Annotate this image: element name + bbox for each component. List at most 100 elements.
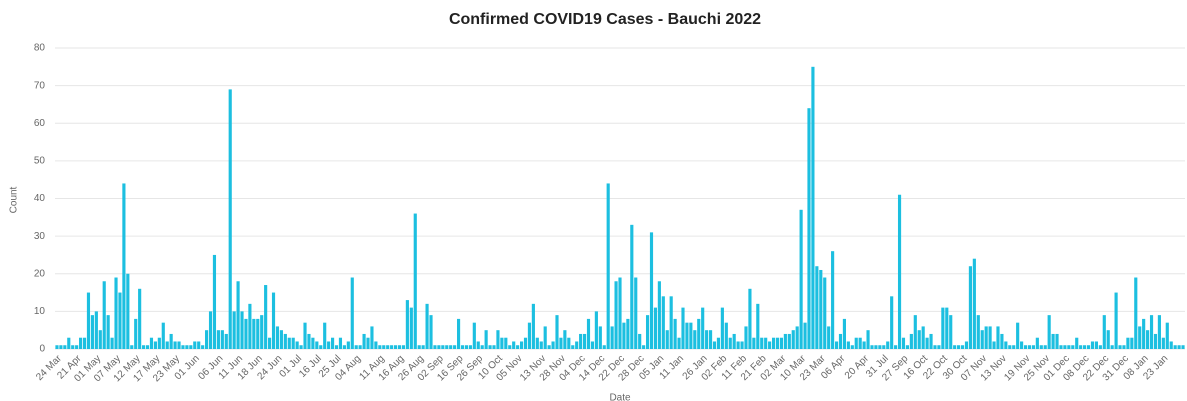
bar bbox=[504, 337, 508, 349]
bar bbox=[287, 337, 291, 349]
bar bbox=[957, 345, 961, 349]
bar bbox=[177, 341, 181, 349]
bar bbox=[831, 251, 835, 349]
bar bbox=[445, 345, 449, 349]
bar bbox=[988, 326, 992, 349]
y-tick-label: 60 bbox=[34, 118, 46, 129]
bar bbox=[724, 322, 728, 349]
bar bbox=[492, 345, 496, 349]
bar bbox=[169, 333, 173, 349]
bar bbox=[996, 326, 1000, 349]
bar bbox=[264, 285, 268, 349]
bar bbox=[90, 315, 94, 349]
bar bbox=[901, 337, 906, 349]
bar bbox=[586, 318, 591, 349]
bar bbox=[362, 333, 366, 349]
bar bbox=[862, 341, 866, 349]
bar bbox=[248, 303, 252, 349]
bar bbox=[1134, 277, 1138, 349]
bar bbox=[67, 337, 71, 349]
bar bbox=[1027, 345, 1032, 349]
bar bbox=[1000, 333, 1004, 349]
bar bbox=[819, 269, 823, 349]
bar bbox=[366, 337, 370, 349]
bar bbox=[496, 330, 500, 349]
bar bbox=[142, 345, 146, 349]
bar bbox=[271, 292, 276, 349]
bar bbox=[712, 341, 717, 349]
bar bbox=[240, 311, 244, 349]
bar bbox=[1161, 337, 1165, 349]
bar bbox=[1114, 292, 1118, 349]
bar bbox=[669, 296, 673, 349]
bar bbox=[256, 318, 260, 349]
bar bbox=[645, 315, 650, 349]
bar bbox=[842, 318, 846, 349]
bar bbox=[779, 337, 784, 349]
bar bbox=[634, 277, 638, 349]
bar bbox=[720, 307, 724, 349]
bar bbox=[579, 333, 583, 349]
bar bbox=[1039, 345, 1043, 349]
bar bbox=[1102, 315, 1106, 349]
bar bbox=[149, 337, 154, 349]
bar bbox=[716, 337, 721, 349]
bar bbox=[1126, 337, 1130, 349]
bar bbox=[748, 288, 752, 349]
bar bbox=[882, 345, 886, 349]
bar bbox=[736, 341, 740, 349]
bar bbox=[59, 345, 63, 349]
bar bbox=[535, 337, 539, 349]
bar bbox=[1035, 337, 1039, 349]
bar bbox=[1075, 337, 1079, 349]
bar bbox=[1157, 315, 1161, 349]
bar bbox=[315, 341, 319, 349]
bar bbox=[409, 307, 413, 349]
bar bbox=[744, 326, 748, 349]
bar bbox=[913, 315, 917, 349]
bar bbox=[894, 345, 898, 349]
bar bbox=[145, 345, 150, 349]
bar bbox=[1083, 345, 1087, 349]
bar bbox=[559, 337, 563, 349]
bar bbox=[236, 281, 240, 349]
bar bbox=[1106, 330, 1110, 349]
bar bbox=[622, 322, 626, 349]
bar bbox=[334, 345, 339, 349]
x-axis-label: Date bbox=[609, 393, 631, 401]
bar bbox=[614, 281, 618, 349]
bar bbox=[437, 345, 441, 349]
bar bbox=[921, 326, 925, 349]
bar bbox=[697, 318, 701, 349]
bar bbox=[1138, 326, 1142, 349]
bar bbox=[708, 330, 713, 349]
bar bbox=[610, 326, 614, 349]
bar bbox=[854, 337, 858, 349]
bar bbox=[338, 337, 343, 349]
bar bbox=[1110, 345, 1114, 349]
bar bbox=[173, 341, 177, 349]
bar bbox=[1012, 345, 1016, 349]
bar bbox=[484, 330, 488, 349]
bar bbox=[181, 345, 185, 349]
bar bbox=[197, 341, 201, 349]
bar bbox=[945, 307, 949, 349]
bar bbox=[1004, 341, 1008, 349]
bar bbox=[71, 345, 75, 349]
bar bbox=[283, 333, 287, 349]
bar bbox=[626, 318, 630, 349]
bar bbox=[425, 303, 429, 349]
bar bbox=[598, 326, 602, 349]
bar bbox=[681, 307, 685, 349]
bar bbox=[803, 322, 807, 349]
bar bbox=[878, 345, 882, 349]
bar bbox=[1169, 341, 1173, 349]
bar bbox=[370, 326, 374, 349]
bar bbox=[775, 337, 780, 349]
bar bbox=[850, 345, 854, 349]
bar bbox=[165, 341, 169, 349]
bar bbox=[1094, 341, 1098, 349]
bar bbox=[571, 345, 575, 349]
bar bbox=[555, 315, 559, 349]
bar bbox=[295, 341, 299, 349]
